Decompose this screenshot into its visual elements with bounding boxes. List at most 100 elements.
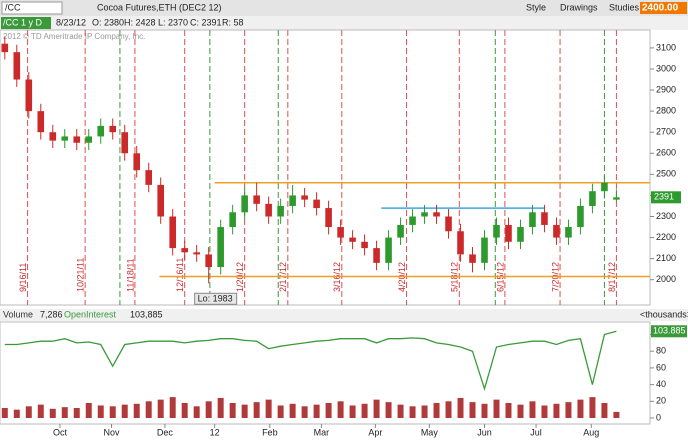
event-label: 12/16/11 [175,258,185,292]
unit: <thousands> [640,309,688,319]
x-tick-label: Dec [157,427,174,437]
candle-body [433,212,440,217]
volume-bar [73,407,80,418]
low-label: Lo: 1983 [198,294,233,304]
volume-bar [457,397,464,418]
candle-body [229,212,236,228]
candle-body [361,241,368,249]
chart-title: Cocoa Futures,ETH (DEC2 12) [97,2,222,12]
candle-body [445,216,452,232]
y-tick-label: 2200 [656,232,676,242]
candle-body [457,231,464,255]
y-tick-label: 2900 [656,84,676,94]
low-box [194,292,238,305]
candle-body [169,216,176,249]
volume-bar [289,403,296,418]
volume-bar [121,404,128,418]
volume-bar [1,407,8,418]
candle-body [541,212,548,225]
y-tick-label: 60 [656,362,666,372]
x-tick-label: Jun [477,427,492,437]
volume-bar [553,403,560,418]
candle-body [253,195,260,204]
toolbar-button[interactable]: Studies [609,2,640,12]
x-tick-label: Oct [53,427,68,437]
last-price: 2391 [654,192,674,202]
candle-body [109,125,117,133]
volume-bar [589,397,596,418]
candle-body [601,182,608,192]
info-text: C: 2391 [190,17,222,27]
candle-body [613,197,620,200]
x-tick-label: Aug [583,427,599,437]
volume-bar [85,402,92,418]
y-tick-label: 2000 [656,274,676,284]
y-tick-label: 2700 [656,127,676,137]
candle-body [313,199,320,209]
volume-bar [361,403,368,418]
volume-bar [373,399,380,418]
info-text: /CC 1 y D [3,17,43,27]
price: 2400.00 [642,3,679,14]
volume-bar [37,404,44,418]
candle-body [325,208,332,228]
candle-body [121,132,129,154]
volume-bar [481,403,488,418]
toolbar-button[interactable]: Drawings [560,2,598,12]
y-tick-label: 2600 [656,148,676,158]
volume-bar [133,403,140,418]
volume-bar [25,406,32,418]
volume-bar [217,397,224,418]
candle-body [529,212,536,228]
candle-body [25,79,33,112]
volume-bar [421,405,428,418]
candle-body [73,136,81,143]
symbol-box[interactable] [1,1,63,15]
volume-bar [445,401,452,418]
volume-bar [433,402,440,418]
volume-bar [97,405,104,418]
candle-body [409,216,416,225]
info-text: O: 2380 [92,17,124,27]
y-tick-label: 2800 [656,106,676,116]
legend-name: Volume [3,309,33,319]
y-tick-label: 3000 [656,63,676,73]
volume-bar [157,399,164,418]
candle-body [577,205,584,228]
y-tick-label: 2300 [656,211,676,221]
candle-body [181,248,188,253]
y-tick-label: 40 [656,379,666,389]
volume-bar [565,402,572,418]
y-tick-label: 0 [656,412,661,422]
volume-bar [49,408,56,418]
volume-bar [109,406,116,418]
event-label: 9/16/11 [18,263,28,292]
y-tick-label: 80 [656,346,666,356]
y-tick-label: 2500 [656,169,676,179]
volume-bar [493,399,500,418]
volume-bar [277,405,284,418]
volume-bar [145,401,152,418]
symbol: /CC [5,2,21,12]
volume-bar [517,404,524,418]
volume-bar [613,411,620,418]
candle-body [397,224,404,238]
toolbar-button[interactable]: Style [526,2,546,12]
candle-body [217,227,224,268]
candle-body [157,184,164,217]
volume-bar [253,402,260,418]
volume-bar [13,409,20,418]
candle-body [265,203,272,217]
copyright: 2012 © TD Ameritrade IP Company, Inc. [3,32,145,41]
candle-body [493,224,500,238]
x-tick-label: Jul [530,427,542,437]
candle-body [373,248,380,263]
legend-value: 103,885 [130,309,163,319]
volume-bar [385,402,392,418]
volume-bar [265,399,272,418]
x-tick-label: Apr [368,427,382,437]
candle-body [301,195,308,200]
y-tick-label: 2100 [656,253,676,263]
candle-body [61,136,69,141]
